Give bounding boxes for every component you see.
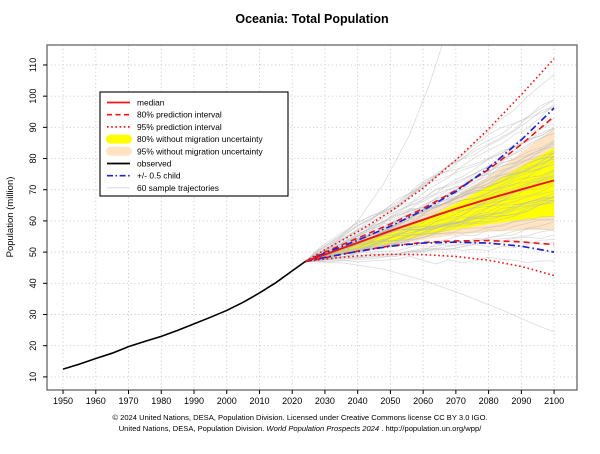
footer-line2-url: . http://population.un.org/wpp/ <box>379 424 482 433</box>
x-tick-label: 2010 <box>249 396 269 406</box>
sample-trajectory <box>305 106 555 262</box>
x-tick-label: 1960 <box>86 396 106 406</box>
band-95-no-migration <box>305 128 555 262</box>
x-tick-label: 2100 <box>544 396 564 406</box>
x-tick-label: 2040 <box>348 396 368 406</box>
legend-band-swatch <box>106 134 132 144</box>
y-tick-label: 80 <box>28 154 38 164</box>
pi95-lower-line <box>305 253 555 277</box>
plot-frame <box>46 44 578 391</box>
legend-item-label: 80% without migration uncertainty <box>137 134 264 144</box>
x-tick-label: 2090 <box>511 396 531 406</box>
band-80-no-migration <box>305 147 555 262</box>
x-tick-label: 1990 <box>184 396 204 406</box>
footer-line2: United Nations, DESA, Population Divisio… <box>119 424 483 433</box>
legend-band-swatch <box>106 146 132 156</box>
sample-trajectory <box>305 202 555 262</box>
sample-trajectory <box>305 106 555 262</box>
footer-line2-source-title: World Population Prospects 2024 <box>266 424 379 433</box>
y-tick-label: 40 <box>28 278 38 288</box>
x-tick-label: 2070 <box>446 396 466 406</box>
x-tick-label: 2050 <box>380 396 400 406</box>
y-tick-label: 110 <box>28 58 38 72</box>
legend: median 80% prediction interval 95% predict… <box>99 91 289 197</box>
legend-item-label: 60 sample trajectories <box>137 183 219 193</box>
legend-item-label: 80% prediction interval <box>137 110 222 120</box>
x-tick-label: 2060 <box>413 396 433 406</box>
legend-box <box>99 91 289 197</box>
legend-item-label: median <box>137 98 165 108</box>
sample-trajectory <box>305 199 555 262</box>
sample-trajectory <box>305 255 555 265</box>
y-tick-label: 10 <box>28 372 38 382</box>
y-tick-label: 90 <box>28 122 38 132</box>
y-tick-label: 70 <box>28 185 38 195</box>
sample-trajectory <box>305 239 555 262</box>
legend-item-label: 95% prediction interval <box>137 122 222 132</box>
x-tick-label: 1950 <box>53 396 73 406</box>
legend-item-label: observed <box>137 159 172 169</box>
half-child-lower-line <box>305 241 555 263</box>
y-axis-label: Population (million) <box>5 177 16 258</box>
sample-trajectory <box>305 221 555 262</box>
uncertainty-bands <box>305 128 555 262</box>
axes: 1950 1960 1970 1980 1990 2000 2010 2020 2030 2040… <box>28 58 564 406</box>
x-tick-label: 2080 <box>479 396 499 406</box>
y-tick-label: 100 <box>28 89 38 104</box>
footer-line2-prefix: United Nations, DESA, Population Divisio… <box>119 424 267 433</box>
legend-item-label: 95% without migration uncertainty <box>137 146 264 156</box>
observed-line <box>62 260 306 370</box>
median-line <box>304 179 555 263</box>
footer-line1: © 2024 United Nations, DESA, Population … <box>112 413 487 422</box>
pi95-upper-line <box>304 58 555 263</box>
sample-trajectory <box>305 156 555 262</box>
half-child-upper-line <box>304 107 555 263</box>
sample-trajectory <box>305 261 555 333</box>
y-tick-label: 20 <box>28 341 38 351</box>
x-tick-label: 2020 <box>282 396 302 406</box>
x-tick-label: 2000 <box>217 396 237 406</box>
pi80-upper-line <box>304 115 555 263</box>
sample-trajectory <box>305 160 555 262</box>
chart-title: Oceania: Total Population <box>235 12 388 26</box>
x-tick-label: 1980 <box>151 396 171 406</box>
y-tick-label: 60 <box>28 216 38 226</box>
series-lines <box>62 58 555 370</box>
sample-trajectories <box>305 45 555 333</box>
sample-trajectory <box>305 229 555 262</box>
x-tick-label: 2030 <box>315 396 335 406</box>
sample-trajectory <box>305 179 555 262</box>
sample-trajectory <box>305 156 555 262</box>
legend-item-label: +/- 0.5 child <box>137 171 181 181</box>
x-tick-label: 1970 <box>118 396 138 406</box>
sample-trajectory <box>305 196 555 262</box>
y-tick-label: 50 <box>28 247 38 257</box>
sample-trajectory <box>305 103 555 262</box>
y-tick-label: 30 <box>28 310 38 320</box>
